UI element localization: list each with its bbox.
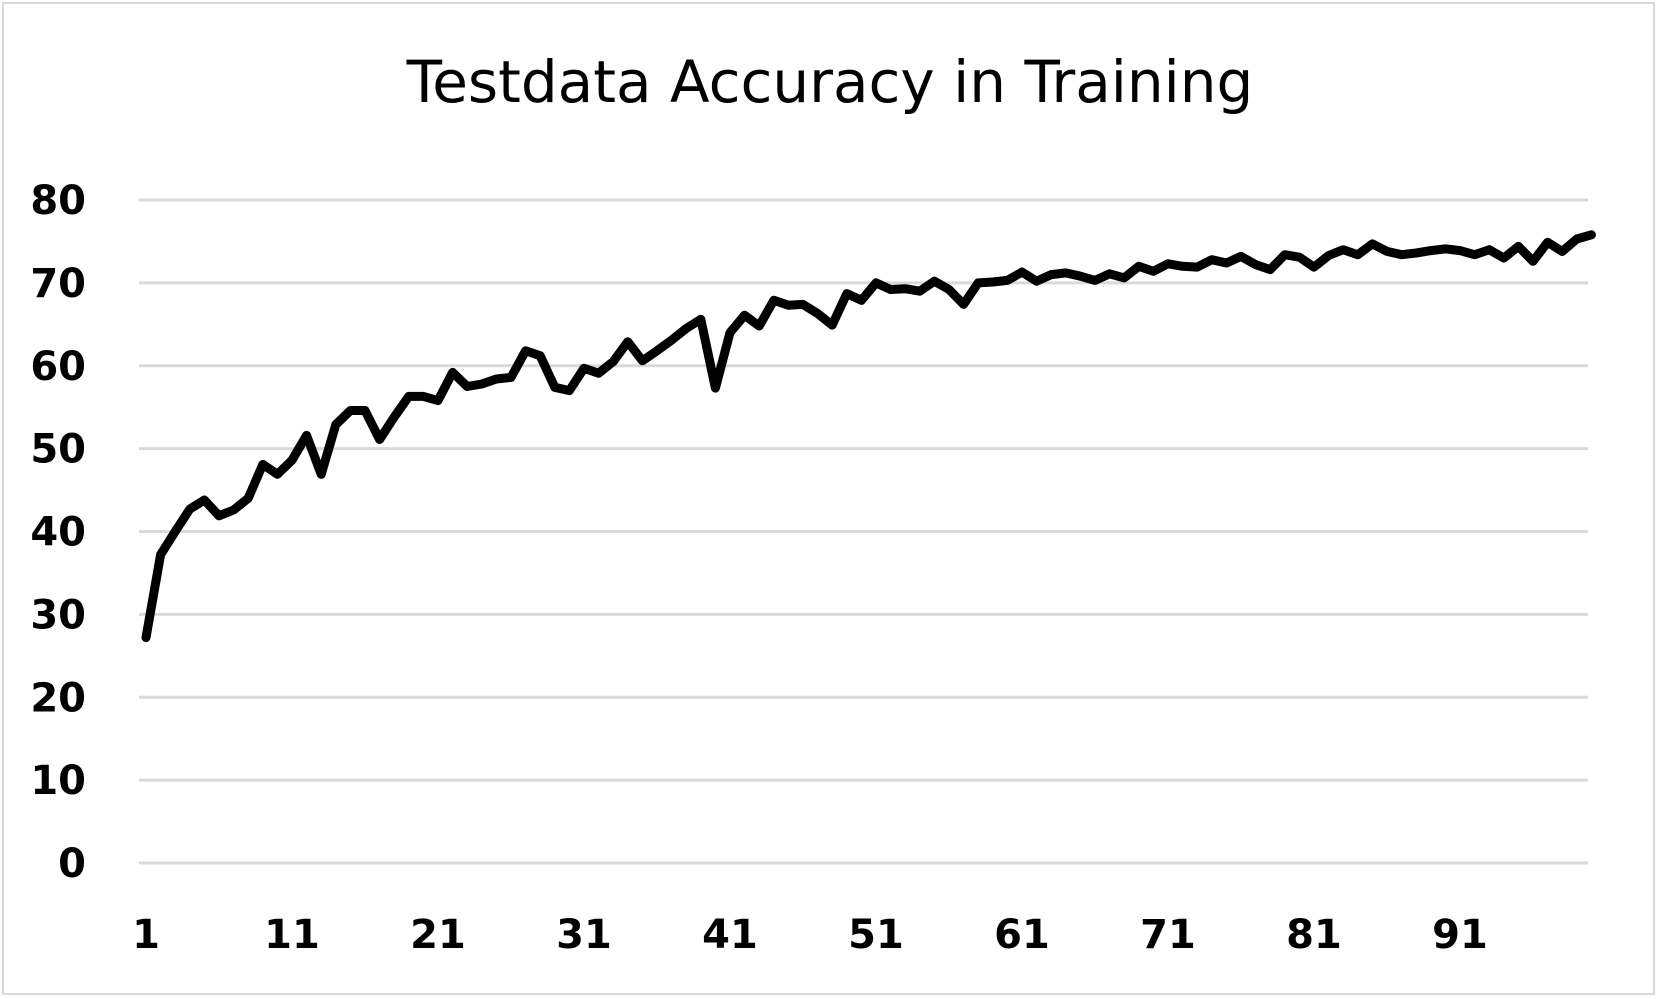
- x-tick-label: 71: [1140, 912, 1196, 958]
- x-tick-label: 41: [702, 912, 758, 958]
- chart-title: Testdata Accuracy in Training: [406, 48, 1254, 116]
- x-tick-label: 31: [556, 912, 612, 958]
- gridlines: [139, 198, 1588, 865]
- y-tick-label: 40: [30, 510, 86, 556]
- x-tick-label: 11: [264, 912, 320, 958]
- y-tick-label: 20: [30, 675, 86, 721]
- x-tick-label: 61: [994, 912, 1050, 958]
- y-tick-label: 50: [30, 427, 86, 473]
- y-tick-label: 60: [30, 344, 86, 390]
- x-tick-label: 51: [848, 912, 904, 958]
- y-tick-label: 0: [58, 841, 86, 887]
- series-layer: [141, 230, 1596, 643]
- y-tick-label: 80: [30, 178, 86, 224]
- y-tick-label: 70: [30, 261, 86, 307]
- x-tick-label: 81: [1286, 912, 1342, 958]
- y-axis-tick-labels: 0 10 20 30 40 50 60 70 80: [30, 178, 86, 887]
- x-tick-label: 91: [1432, 912, 1488, 958]
- x-tick-label: 1: [132, 912, 160, 958]
- y-tick-label: 30: [30, 592, 86, 638]
- x-tick-label: 21: [410, 912, 466, 958]
- y-tick-label: 10: [30, 758, 86, 804]
- series-line-0: [141, 230, 1596, 643]
- x-axis-tick-labels: 1 11 21 31 41 51 61 71 81 91: [132, 912, 1488, 958]
